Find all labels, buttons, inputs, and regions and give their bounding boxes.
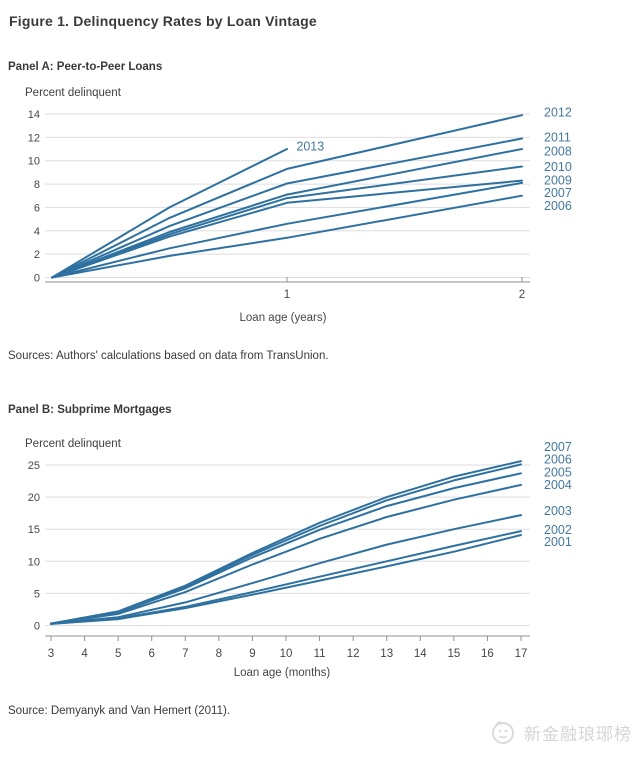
x-tick-label: 8 [216,648,222,660]
series-line-2007 [51,181,523,279]
series-label-2006: 2006 [544,453,572,467]
x-tick-label: 3 [48,648,54,660]
series-line-2011 [51,137,523,279]
x-axis: 1 2 Loan age (years) [45,277,530,324]
series-label-2007: 2007 [544,440,572,454]
y-tick-label: 4 [34,226,40,238]
y-tick-label: 8 [34,179,40,191]
series-label-2010: 2010 [544,160,572,174]
x-tick-label: 4 [81,648,88,660]
y-tick-label: 20 [28,492,40,504]
y-axis-tick-labels: 0 2 4 6 8 10 12 14 [28,109,40,285]
y-axis-tick-labels: 0 5 10 15 20 25 [28,460,40,633]
x-axis-title: Loan age (months) [234,667,331,679]
y-tick-label: 5 [34,588,40,600]
x-tick-label: 5 [115,648,121,660]
panel-a-source-note: Sources: Authors' calculations based on … [8,350,329,362]
x-tick-label: 12 [347,648,360,660]
x-tick-label: 7 [182,648,188,660]
series-label-2011: 2011 [544,130,571,144]
y-tick-label: 2 [34,249,40,261]
panel-b-source-note: Source: Demyanyk and Van Hemert (2011). [8,705,231,717]
y-tick-label: 6 [34,202,40,214]
figure-title: Figure 1. Delinquency Rates by Loan Vint… [9,13,317,29]
panel-a-heading: Panel A: Peer-to-Peer Loans [8,61,163,73]
x-tick-label: 16 [481,648,494,660]
series-label-2003: 2003 [544,504,572,518]
series-label-2013: 2013 [296,139,324,153]
series-line-2007 [50,460,522,625]
x-tick-label: 9 [249,648,255,660]
watermark-logo-icon [492,721,514,744]
series-lines [51,114,523,279]
x-tick-label: 6 [149,648,155,660]
series-label-2009: 2009 [544,173,572,187]
gridlines [45,464,530,626]
series-label-2007: 2007 [544,186,572,200]
x-tick-label: 2 [519,289,525,301]
series-line-2012 [51,114,523,279]
x-tick-label: 1 [284,289,290,301]
series-label-2005: 2005 [544,466,572,480]
series-label-2004: 2004 [544,478,572,492]
x-tick-label: 10 [280,648,293,660]
series-line-2005 [50,472,522,625]
y-tick-label: 12 [28,132,40,144]
x-tick-label: 15 [447,648,460,660]
x-tick-label: 11 [314,648,326,660]
series-label-2002: 2002 [544,523,572,537]
panel-b-chart: 0 5 10 15 20 25 3 4 5 6 7 8 9 10 11 12 13 14 15 16 17 Loan ag… [28,440,572,679]
series-line-2004 [50,483,522,625]
series-line-2010 [51,165,523,279]
y-tick-label: 25 [28,460,40,472]
watermark: 新金融琅琊榜 [489,717,632,747]
series-line-2013 [51,148,288,279]
y-tick-label: 10 [28,156,40,168]
watermark-text: 新金融琅琊榜 [524,724,632,744]
y-tick-label: 0 [34,273,40,285]
series-lines [50,460,522,625]
panel-b-y-axis-title: Percent delinquent [25,438,121,450]
series-line-2001 [50,534,522,625]
y-tick-label: 14 [28,109,40,121]
x-tick-label: 17 [515,648,528,660]
series-label-2001: 2001 [544,535,572,549]
panel-a-y-axis-title: Percent delinquent [25,87,121,99]
panel-b-heading: Panel B: Subprime Mortgages [8,404,172,416]
series-line-2009 [51,179,523,279]
series-line-2006 [51,194,523,279]
y-tick-label: 0 [34,621,40,633]
x-axis: 3 4 5 6 7 8 9 10 11 12 13 14 15 16 17 Loan age (months) [45,635,530,679]
y-tick-label: 10 [28,556,40,568]
x-axis-title: Loan age (years) [240,312,327,324]
x-tick-label: 13 [380,648,393,660]
y-tick-label: 15 [28,524,40,536]
series-line-2008 [51,148,523,279]
x-tick-label: 14 [414,648,427,660]
series-label-2012: 2012 [544,106,572,120]
series-line-2003 [50,514,522,625]
series-label-2008: 2008 [544,144,572,158]
series-label-2006: 2006 [544,199,572,213]
